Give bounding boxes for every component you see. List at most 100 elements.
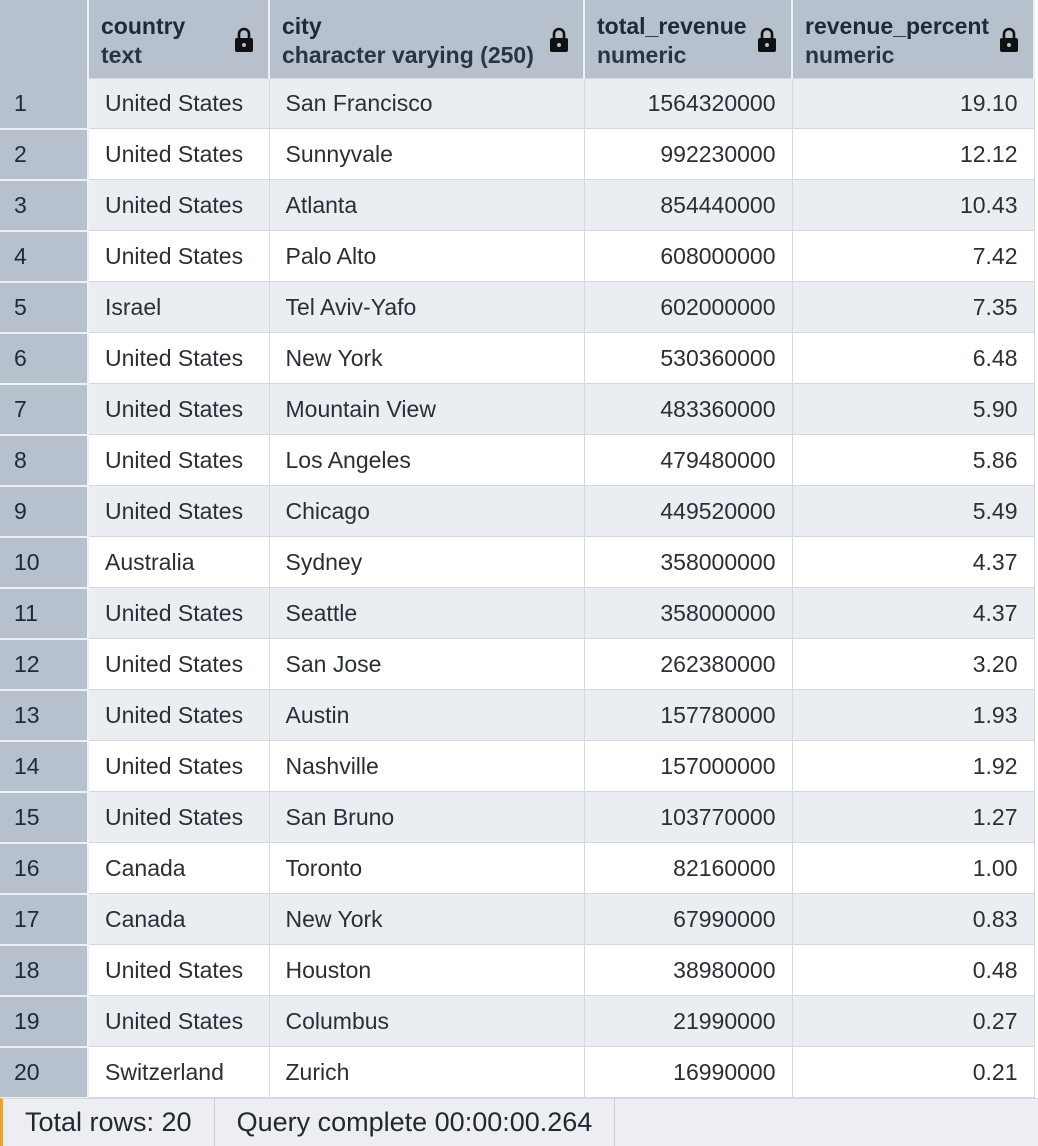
row-number[interactable]: 14 [0, 740, 89, 793]
cell-city[interactable]: Sunnyvale [268, 128, 585, 180]
cell-revenue-percent[interactable]: 3.20 [791, 638, 1035, 690]
cell-total-revenue[interactable]: 38980000 [583, 944, 793, 996]
cell-revenue-percent[interactable]: 0.83 [791, 893, 1035, 945]
cell-country[interactable]: United States [87, 995, 270, 1047]
cell-country[interactable]: United States [87, 78, 270, 129]
cell-country[interactable]: United States [87, 332, 270, 384]
table-row[interactable]: 7 United States Mountain View 483360000 5.90 [0, 383, 1035, 436]
column-header-city[interactable]: city character varying (250) [269, 0, 585, 79]
cell-country[interactable]: Switzerland [87, 1046, 270, 1098]
row-number[interactable]: 16 [0, 842, 89, 895]
row-number[interactable]: 3 [0, 179, 89, 232]
cell-city[interactable]: Houston [268, 944, 585, 996]
table-row[interactable]: 5 Israel Tel Aviv-Yafo 602000000 7.35 [0, 281, 1035, 334]
table-row[interactable]: 10 Australia Sydney 358000000 4.37 [0, 536, 1035, 589]
row-number[interactable]: 13 [0, 689, 89, 742]
cell-revenue-percent[interactable]: 1.93 [791, 689, 1035, 741]
row-number[interactable]: 1 [0, 78, 89, 130]
cell-city[interactable]: Palo Alto [268, 230, 585, 282]
cell-city[interactable]: San Jose [268, 638, 585, 690]
cell-total-revenue[interactable]: 1564320000 [583, 78, 793, 129]
cell-total-revenue[interactable]: 262380000 [583, 638, 793, 690]
cell-city[interactable]: San Bruno [268, 791, 585, 843]
cell-city[interactable]: New York [268, 893, 585, 945]
cell-revenue-percent[interactable]: 10.43 [791, 179, 1035, 231]
row-number[interactable]: 20 [0, 1046, 89, 1099]
cell-country[interactable]: United States [87, 128, 270, 180]
cell-country[interactable]: United States [87, 383, 270, 435]
cell-total-revenue[interactable]: 479480000 [583, 434, 793, 486]
cell-revenue-percent[interactable]: 6.48 [791, 332, 1035, 384]
row-number[interactable]: 15 [0, 791, 89, 844]
cell-country[interactable]: United States [87, 944, 270, 996]
cell-revenue-percent[interactable]: 5.49 [791, 485, 1035, 537]
cell-total-revenue[interactable]: 16990000 [583, 1046, 793, 1098]
table-row[interactable]: 17 Canada New York 67990000 0.83 [0, 893, 1035, 946]
table-row[interactable]: 13 United States Austin 157780000 1.93 [0, 689, 1035, 742]
cell-country[interactable]: United States [87, 434, 270, 486]
cell-country[interactable]: United States [87, 791, 270, 843]
cell-revenue-percent[interactable]: 1.00 [791, 842, 1035, 894]
cell-total-revenue[interactable]: 483360000 [583, 383, 793, 435]
row-number[interactable]: 10 [0, 536, 89, 589]
table-row[interactable]: 12 United States San Jose 262380000 3.20 [0, 638, 1035, 691]
row-number[interactable]: 19 [0, 995, 89, 1048]
table-row[interactable]: 4 United States Palo Alto 608000000 7.42 [0, 230, 1035, 283]
cell-city[interactable]: Austin [268, 689, 585, 741]
cell-revenue-percent[interactable]: 5.90 [791, 383, 1035, 435]
cell-revenue-percent[interactable]: 4.37 [791, 587, 1035, 639]
cell-revenue-percent[interactable]: 1.92 [791, 740, 1035, 792]
cell-city[interactable]: Nashville [268, 740, 585, 792]
select-all-corner[interactable] [0, 0, 89, 79]
table-row[interactable]: 2 United States Sunnyvale 992230000 12.12 [0, 128, 1035, 181]
cell-revenue-percent[interactable]: 0.21 [791, 1046, 1035, 1098]
cell-revenue-percent[interactable]: 0.48 [791, 944, 1035, 996]
cell-total-revenue[interactable]: 530360000 [583, 332, 793, 384]
cell-city[interactable]: Los Angeles [268, 434, 585, 486]
cell-country[interactable]: United States [87, 179, 270, 231]
cell-country[interactable]: United States [87, 689, 270, 741]
cell-city[interactable]: Tel Aviv-Yafo [268, 281, 585, 333]
cell-city[interactable]: Atlanta [268, 179, 585, 231]
table-row[interactable]: 18 United States Houston 38980000 0.48 [0, 944, 1035, 997]
column-header-total-revenue[interactable]: total_revenue numeric [584, 0, 793, 79]
row-number[interactable]: 6 [0, 332, 89, 385]
cell-revenue-percent[interactable]: 7.35 [791, 281, 1035, 333]
cell-total-revenue[interactable]: 358000000 [583, 587, 793, 639]
table-row[interactable]: 11 United States Seattle 358000000 4.37 [0, 587, 1035, 640]
cell-city[interactable]: Chicago [268, 485, 585, 537]
table-row[interactable]: 15 United States San Bruno 103770000 1.27 [0, 791, 1035, 844]
cell-country[interactable]: United States [87, 740, 270, 792]
row-number[interactable]: 11 [0, 587, 89, 640]
cell-city[interactable]: San Francisco [268, 78, 585, 129]
cell-country[interactable]: Israel [87, 281, 270, 333]
cell-revenue-percent[interactable]: 12.12 [791, 128, 1035, 180]
cell-city[interactable]: Zurich [268, 1046, 585, 1098]
cell-country[interactable]: Canada [87, 842, 270, 894]
cell-city[interactable]: Toronto [268, 842, 585, 894]
cell-city[interactable]: Seattle [268, 587, 585, 639]
column-header-revenue-percent[interactable]: revenue_percent numeric [792, 0, 1035, 79]
row-number[interactable]: 17 [0, 893, 89, 946]
cell-country[interactable]: United States [87, 587, 270, 639]
table-row[interactable]: 9 United States Chicago 449520000 5.49 [0, 485, 1035, 538]
row-number[interactable]: 12 [0, 638, 89, 691]
cell-total-revenue[interactable]: 608000000 [583, 230, 793, 282]
row-number[interactable]: 8 [0, 434, 89, 487]
row-number[interactable]: 18 [0, 944, 89, 997]
row-number[interactable]: 4 [0, 230, 89, 283]
cell-revenue-percent[interactable]: 5.86 [791, 434, 1035, 486]
cell-country[interactable]: United States [87, 485, 270, 537]
table-row[interactable]: 8 United States Los Angeles 479480000 5.86 [0, 434, 1035, 487]
cell-total-revenue[interactable]: 157000000 [583, 740, 793, 792]
table-row[interactable]: 20 Switzerland Zurich 16990000 0.21 [0, 1046, 1035, 1099]
cell-city[interactable]: Columbus [268, 995, 585, 1047]
cell-city[interactable]: New York [268, 332, 585, 384]
cell-total-revenue[interactable]: 358000000 [583, 536, 793, 588]
cell-country[interactable]: United States [87, 230, 270, 282]
cell-total-revenue[interactable]: 103770000 [583, 791, 793, 843]
row-number[interactable]: 5 [0, 281, 89, 334]
cell-total-revenue[interactable]: 602000000 [583, 281, 793, 333]
cell-revenue-percent[interactable]: 7.42 [791, 230, 1035, 282]
row-number[interactable]: 7 [0, 383, 89, 436]
